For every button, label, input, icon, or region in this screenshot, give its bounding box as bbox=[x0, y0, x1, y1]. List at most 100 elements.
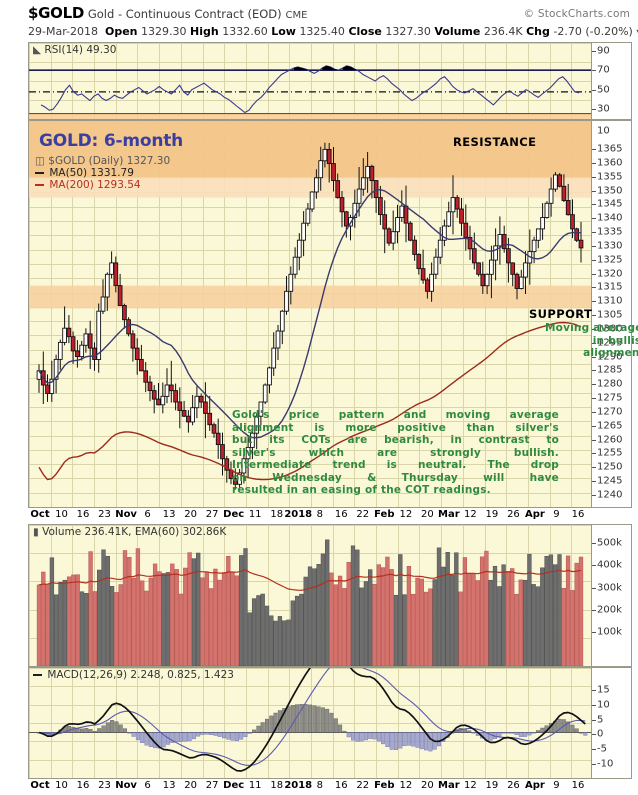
axis-tick-mark bbox=[592, 163, 596, 164]
rsi-plot bbox=[29, 43, 631, 119]
date-tick: Oct bbox=[30, 509, 50, 520]
axis-tick: 1285 bbox=[597, 364, 623, 376]
date-tick: 12 bbox=[399, 509, 413, 520]
axis-tick-mark bbox=[592, 632, 596, 633]
volume-legend: ▮ Volume 236.41K, EMA(60) 302.86K bbox=[33, 526, 226, 538]
chevron-down-icon[interactable]: ▼ bbox=[636, 28, 638, 37]
rsi-panel: ◣ RSI(14) 49.30 90 70 50 30 bbox=[28, 42, 632, 120]
axis-tick: 1265 bbox=[597, 420, 623, 432]
date-tick: 16 bbox=[571, 509, 585, 520]
axis-tick-mark bbox=[592, 565, 596, 566]
axis-tick-mark bbox=[592, 495, 596, 496]
candlestick-icon: ◫ bbox=[35, 155, 45, 167]
volume-plot bbox=[29, 525, 631, 666]
date-tick: 16 bbox=[76, 780, 90, 791]
axis-tick: 1270 bbox=[597, 406, 623, 418]
quote-line: 29-Mar-2018 Open 1329.30 High 1332.60 Lo… bbox=[28, 25, 638, 40]
date-tick: Dec bbox=[223, 780, 245, 791]
close-label: Close bbox=[348, 25, 382, 38]
symbol-line: $GOLD Gold - Continuous Contract (EOD) C… bbox=[28, 6, 632, 23]
date-tick: 18 bbox=[270, 780, 284, 791]
axis-tick: 1295 bbox=[597, 337, 623, 349]
date-tick: Oct bbox=[30, 780, 50, 791]
macd-plot bbox=[29, 668, 631, 778]
symbol-name: Gold - Continuous Contract (EOD) bbox=[87, 7, 282, 21]
analysis-note-line: Gold's price pattern and moving average bbox=[232, 409, 559, 421]
macd-panel: MACD(12,26,9) 2.248, 0.825, 1.423 15 10 5 0… bbox=[28, 667, 632, 779]
date-tick: Feb bbox=[374, 780, 395, 791]
ma200-legend-text: MA(200) 1293.54 bbox=[49, 179, 141, 191]
axis-tick: 1355 bbox=[597, 171, 623, 183]
date-tick: 11 bbox=[248, 780, 262, 791]
axis-tick-mark bbox=[592, 51, 596, 52]
axis-tick-mark bbox=[592, 705, 596, 706]
date-tick: 23 bbox=[98, 780, 111, 791]
date-tick: 8 bbox=[316, 780, 323, 791]
rsi-axis: 90 70 50 30 bbox=[591, 43, 631, 119]
price-axis: 1365 1360 1355 1350 1345 1340 1335 1330 1325 1320… bbox=[591, 121, 631, 507]
macd-swatch-icon bbox=[33, 674, 42, 676]
analysis-note-line: resulted in an easing of the COT reading… bbox=[232, 484, 491, 496]
resistance-label: RESISTANCE bbox=[453, 135, 537, 149]
axis-tick-mark bbox=[592, 543, 596, 544]
volume-legend-text: Volume 236.41K, EMA(60) 302.86K bbox=[42, 526, 227, 538]
axis-tick-mark bbox=[592, 329, 596, 330]
date-tick: 12 bbox=[464, 509, 477, 520]
axis-tick-mark bbox=[592, 357, 596, 358]
volume-axis: 500k 400k 300k 200k 100k bbox=[591, 525, 631, 666]
macd-legend-text: MACD(12,26,9) 2.248, 0.825, 1.423 bbox=[47, 669, 234, 681]
analysis-note-line: silver's which are strongly bullish. bbox=[232, 446, 559, 459]
axis-tick: -5 bbox=[597, 743, 607, 755]
axis-tick: 5 bbox=[597, 714, 604, 726]
axis-tick-mark bbox=[592, 260, 596, 261]
axis-tick: 1275 bbox=[597, 392, 623, 404]
date-tick: 13 bbox=[162, 509, 176, 520]
date-tick: 9 bbox=[553, 780, 560, 791]
axis-tick-mark bbox=[592, 191, 596, 192]
date-tick: 12 bbox=[399, 780, 413, 791]
axis-tick-mark bbox=[592, 384, 596, 385]
axis-tick-mark bbox=[592, 720, 596, 721]
support-label: SUPPORT bbox=[529, 307, 593, 321]
analysis-note: Gold's price pattern and moving average a… bbox=[232, 409, 559, 497]
price-legend: ◫ $GOLD (Daily) 1327.30 MA(50) 1331.79 M… bbox=[35, 155, 170, 191]
axis-tick: 1340 bbox=[597, 212, 623, 224]
date-tick: 20 bbox=[420, 509, 434, 520]
axis-tick-mark bbox=[592, 315, 596, 316]
axis-tick: 1305 bbox=[597, 309, 623, 321]
date-tick: Nov bbox=[115, 509, 137, 520]
axis-tick-mark bbox=[592, 301, 596, 302]
axis-tick: 90 bbox=[597, 45, 610, 57]
date-tick: 18 bbox=[270, 509, 284, 520]
ma200-legend-row: MA(200) 1293.54 bbox=[35, 179, 170, 191]
date-tick: 22 bbox=[356, 780, 370, 791]
date-tick: Dec bbox=[223, 509, 245, 520]
ma-note-line-2: in bullish alignment. bbox=[583, 334, 638, 360]
axis-tick-mark bbox=[592, 204, 596, 205]
axis-tick-mark bbox=[592, 90, 596, 91]
axis-tick-mark bbox=[592, 749, 596, 750]
axis-tick: 1310 bbox=[597, 295, 623, 307]
axis-tick-mark bbox=[592, 109, 596, 110]
stockcharts-watermark: © StockCharts.com bbox=[523, 8, 630, 20]
axis-tick-mark bbox=[592, 588, 596, 589]
open-label: Open bbox=[104, 25, 138, 38]
axis-tick-mark bbox=[592, 218, 596, 219]
axis-tick-mark bbox=[592, 440, 596, 441]
quote-date: 29-Mar-2018 bbox=[28, 25, 98, 38]
page-title: GOLD: 6-month bbox=[39, 131, 184, 151]
date-tick: 19 bbox=[485, 509, 499, 520]
axis-tick: 1240 bbox=[597, 489, 623, 501]
chg-value: -2.70 (-0.20%) bbox=[553, 25, 633, 38]
axis-tick: 500k bbox=[597, 537, 622, 549]
axis-tick: 200k bbox=[597, 604, 622, 616]
date-tick: 2018 bbox=[284, 780, 313, 791]
axis-tick: 1320 bbox=[597, 268, 623, 280]
date-tick: 20 bbox=[184, 780, 197, 791]
price-legend-row: ◫ $GOLD (Daily) 1327.30 bbox=[35, 155, 170, 167]
date-tick: 9 bbox=[553, 509, 560, 520]
axis-tick: 1315 bbox=[597, 281, 623, 293]
high-value: 1332.60 bbox=[222, 25, 268, 38]
volume-panel: ▮ Volume 236.41K, EMA(60) 302.86K 500k 40… bbox=[28, 524, 632, 667]
